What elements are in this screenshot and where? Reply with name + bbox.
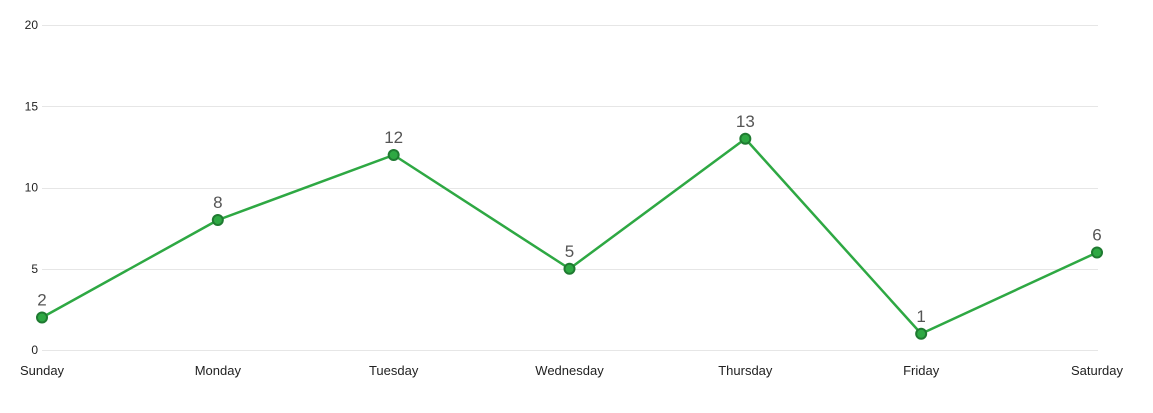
y-tick-label: 20 — [25, 18, 39, 32]
x-tick-label: Thursday — [718, 363, 773, 378]
y-tick-label: 15 — [25, 99, 39, 113]
y-tick-label: 0 — [31, 343, 38, 357]
data-point[interactable] — [1091, 246, 1103, 259]
data-point[interactable] — [915, 327, 928, 340]
x-axis-ticks: Sunday Monday Tuesday Wednesday Thursday Frid… — [20, 363, 1124, 378]
x-tick-label: Monday — [195, 363, 242, 378]
data-point[interactable] — [36, 311, 48, 324]
x-tick-label: Wednesday — [535, 363, 604, 378]
data-labels: 2 8 12 5 13 1 6 — [37, 112, 1101, 326]
data-label: 6 — [1092, 226, 1101, 245]
data-label: 8 — [213, 193, 222, 212]
x-tick-label: Saturday — [1071, 363, 1124, 378]
data-label: 2 — [37, 291, 46, 310]
x-tick-label: Tuesday — [369, 363, 419, 378]
data-label: 5 — [565, 242, 574, 261]
series-layer — [36, 132, 1103, 340]
x-tick-label: Sunday — [20, 363, 65, 378]
data-label: 12 — [384, 128, 403, 147]
y-axis-ticks: 0 5 10 15 20 — [25, 18, 39, 357]
data-label: 1 — [916, 307, 925, 326]
y-tick-label: 10 — [25, 181, 39, 195]
grid-layer — [42, 25, 1098, 351]
y-tick-label: 5 — [31, 262, 38, 276]
series-line — [41, 137, 1098, 335]
data-point[interactable] — [387, 149, 400, 161]
data-point[interactable] — [211, 214, 224, 226]
x-tick-label: Friday — [903, 363, 940, 378]
data-point[interactable] — [739, 132, 752, 145]
data-point[interactable] — [563, 262, 576, 275]
data-label: 13 — [736, 112, 755, 131]
